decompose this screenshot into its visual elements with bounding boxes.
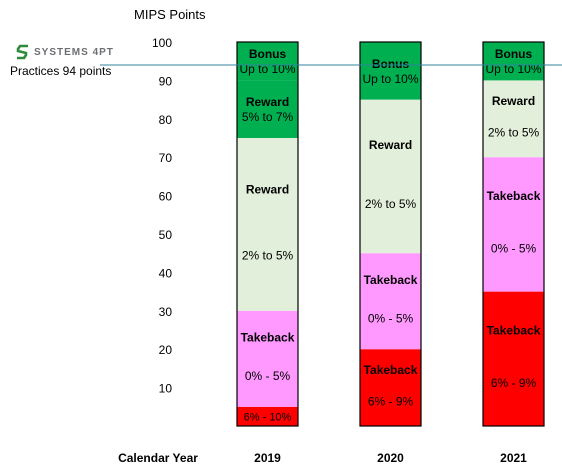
y-tick-label: 50: [159, 228, 173, 242]
segment-name-label: Reward: [246, 95, 289, 109]
bar-segment: [360, 349, 421, 426]
x-category-label: 2020: [377, 451, 404, 465]
segment-name-label: Reward: [492, 94, 535, 108]
bar-segment: [483, 291, 544, 426]
y-tick-label: 60: [159, 190, 173, 204]
segment-name-label: Takeback: [487, 189, 541, 203]
bar-segment: [360, 99, 421, 254]
x-category-label: 2021: [500, 451, 527, 465]
bar-segment: [483, 157, 544, 292]
segment-range-label: 2% to 5%: [242, 249, 294, 263]
bar-segment: [237, 80, 298, 138]
segment-range-label: 6% - 9%: [491, 376, 537, 390]
y-tick-label: 10: [159, 382, 173, 396]
segment-name-label: Takeback: [241, 331, 295, 345]
segment-range-label: 6% - 10%: [244, 411, 292, 423]
segment-range-label: 6% - 9%: [368, 394, 414, 408]
segment-name-label: Bonus: [495, 47, 533, 61]
segment-range-label: Up to 10%: [362, 72, 418, 86]
bar-outline: [236, 41, 299, 427]
bar-segment: [360, 42, 421, 100]
y-tick-label: 20: [159, 343, 173, 357]
y-tick-label: 70: [159, 151, 173, 165]
segment-range-label: 0% - 5%: [368, 311, 414, 325]
segment-name-label: Takeback: [487, 324, 541, 338]
bar-segment: [237, 138, 298, 311]
segment-name-label: Reward: [369, 138, 412, 152]
bar-outline: [482, 41, 545, 427]
segment-range-label: 2% to 5%: [488, 126, 540, 140]
practices-points-label: Practices 94 points: [10, 64, 112, 78]
segment-range-label: 2% to 5%: [365, 197, 417, 211]
s-logo-icon: [16, 44, 28, 60]
bar-segment: [237, 42, 298, 81]
y-tick-label: 90: [159, 74, 173, 88]
y-tick-label: 80: [159, 113, 173, 127]
segment-range-label: 0% - 5%: [491, 242, 537, 256]
bar-segment: [360, 253, 421, 350]
bar-segment: [237, 310, 298, 407]
bar-segment: [483, 80, 544, 158]
x-category-label: 2019: [254, 451, 281, 465]
segment-range-label: Up to 10%: [239, 62, 295, 76]
y-tick-label: 30: [159, 305, 173, 319]
y-tick-label: 40: [159, 266, 173, 280]
systems-4pt-logo: SYSTEMS 4PT: [16, 44, 114, 60]
segment-name-label: Bonus: [372, 57, 410, 71]
bar-segment: [237, 406, 298, 426]
logo-text: SYSTEMS 4PT: [34, 46, 114, 58]
bar-segment: [483, 42, 544, 81]
bar-outline: [359, 41, 422, 427]
y-axis-title: MIPS Points: [134, 7, 206, 22]
segment-range-label: Up to 10%: [485, 62, 541, 76]
x-axis-title: Calendar Year: [118, 451, 198, 465]
segment-name-label: Reward: [246, 182, 289, 196]
segment-name-label: Bonus: [249, 47, 287, 61]
segment-name-label: Takeback: [364, 273, 418, 287]
y-tick-label: 100: [152, 36, 172, 50]
segment-range-label: 5% to 7%: [242, 110, 294, 124]
segment-range-label: 0% - 5%: [245, 369, 291, 383]
segment-name-label: Takeback: [364, 363, 418, 377]
